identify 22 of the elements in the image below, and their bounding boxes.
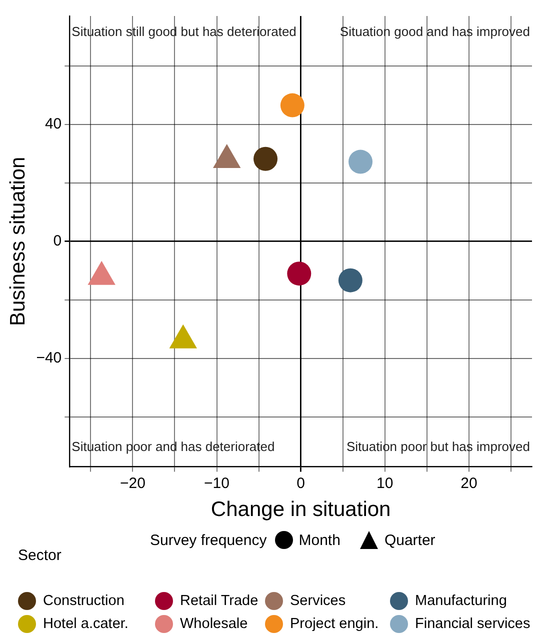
y-axis-title: Business situation <box>6 156 30 326</box>
x-tick-label: 10 <box>376 474 394 492</box>
y-tick-label: 0 <box>53 232 62 250</box>
x-tick-label: −10 <box>204 474 230 492</box>
legend-label: Construction <box>43 592 124 608</box>
legend-label: Services <box>290 592 346 608</box>
x-axis-title: Change in situation <box>210 498 391 522</box>
legend-label: Retail Trade <box>180 592 258 608</box>
legend-label: Hotel a.cater. <box>43 616 128 632</box>
legend-label: Wholesale <box>180 616 248 632</box>
x-tick-label: −20 <box>120 474 146 492</box>
x-tick-label: 0 <box>296 474 305 492</box>
text: Quarter <box>384 532 436 548</box>
legend-title: Sector <box>18 547 62 564</box>
legend-label: Manufacturing <box>415 592 507 608</box>
text: Month <box>298 532 340 548</box>
legend-label: Financial services <box>415 616 530 632</box>
legend-label: Project engin. <box>290 616 379 632</box>
text: Survey frequency <box>150 532 267 548</box>
y-tick-label: 40 <box>44 115 62 132</box>
y-tick-label: −40 <box>36 350 62 367</box>
x-tick-label: 20 <box>460 474 478 492</box>
